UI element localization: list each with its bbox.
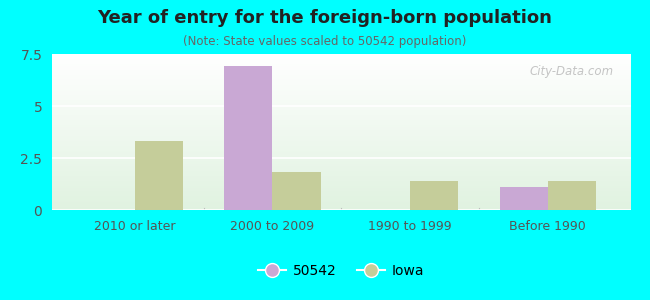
Legend: 50542, Iowa: 50542, Iowa [258, 264, 424, 278]
Text: City-Data.com: City-Data.com [529, 65, 613, 78]
Text: Year of entry for the foreign-born population: Year of entry for the foreign-born popul… [98, 9, 552, 27]
Bar [224, 67, 272, 210]
Bar [272, 172, 320, 210]
Text: (Note: State values scaled to 50542 population): (Note: State values scaled to 50542 popu… [183, 34, 467, 47]
Bar [135, 141, 183, 210]
Bar [500, 187, 548, 210]
Bar [548, 181, 596, 210]
Bar [410, 181, 458, 210]
